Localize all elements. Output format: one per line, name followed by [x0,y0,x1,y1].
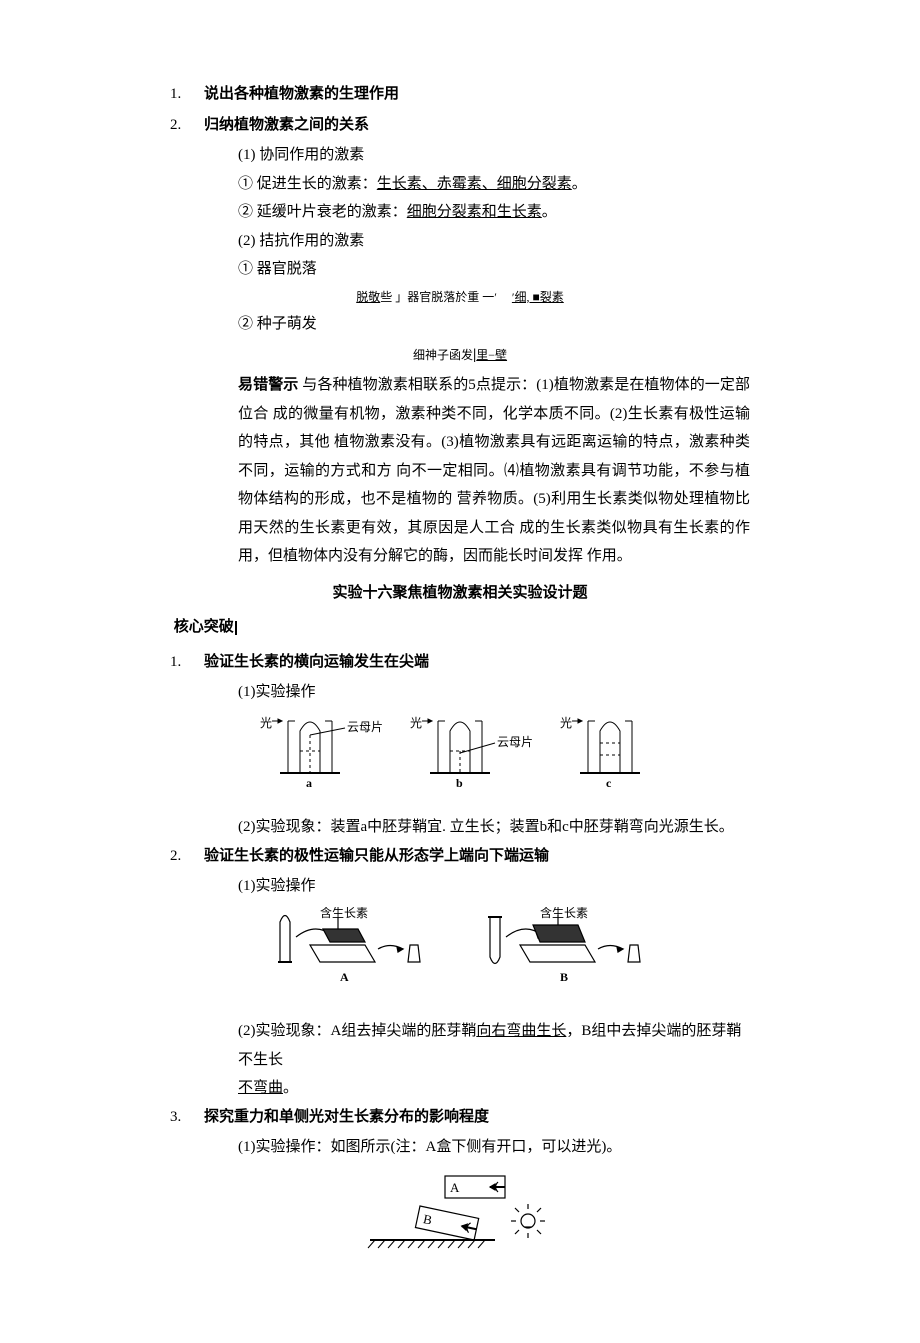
trail-1c: ′细, ■裂素 [512,290,564,304]
trail-1b: 些 」器官脱落於重 一′ [380,290,497,304]
trail-1: 脱敬些 」器官脱落於重 一′ ′细, ■裂素 [170,286,750,309]
item-2-text: 归纳植物激素之间的关系 [204,111,369,140]
item-1: 1. 说出各种植物激素的生理作用 [170,80,750,109]
warn-text: 与各种植物激素相联系的5点提示：(1)植物激素是在植物体的一定部位合 成的微量有… [238,377,750,564]
fig2-auxin-a: 含生长素 [320,907,368,920]
s2-res-u1: 向右弯曲生长 [476,1023,566,1039]
q2-p1b-underline: 细胞分裂素和生长素 [407,204,542,220]
fig3-A: A [450,1180,460,1195]
s2: 2. 验证生长素的极性运输只能从形态学上端向下端运输 [170,842,750,871]
item-2: 2. 归纳植物激素之间的关系 [170,111,750,140]
s2-res: (2)实验现象：A组去掉尖端的胚芽鞘向右弯曲生长，B组中去掉尖端的胚芽鞘不生长 … [238,1017,750,1103]
s1: 1. 验证生长素的横向运输发生在尖端 [170,648,750,677]
s2-head: 验证生长素的极性运输只能从形态学上端向下端运输 [204,842,549,871]
fig-c-label: c [606,776,612,790]
q2-p2b-label: ② [238,316,253,332]
core-text: 核心突破 [174,619,234,635]
q2-p1: (1) 协同作用的激素 [238,141,750,170]
fig-b-label: b [456,776,463,790]
q2-p2b: ② 种子萌发 [238,310,750,339]
q2-p2a-label: ① [238,261,253,277]
item-2-num: 2. [170,111,204,140]
s1-op: (1)实验操作 [238,678,750,707]
q2-p1b-tail: 。 [542,204,557,220]
q2-p1b: ② 延缓叶片衰老的激素：细胞分裂素和生长素。 [238,198,750,227]
q2-p2a-text: 器官脱落 [257,261,317,277]
fig-light-a: 光 [260,716,272,730]
q2-p1a: ① 促进生长的激素：生长素、赤霉素、细胞分裂素。 [238,170,750,199]
q2-p1a-tail: 。 [572,176,587,192]
q2-p2b-text: 种子萌发 [257,316,317,332]
q2-p1-label: (1) [238,147,256,163]
fig3-B: B [422,1211,434,1228]
s3-num: 3. [170,1103,204,1132]
q2-p1a-underline: 生长素、赤霉素、细胞分裂素 [377,176,572,192]
warn-block: 易错警示 与各种植物激素相联系的5点提示：(1)植物激素是在植物体的一定部位合 … [238,371,750,571]
s1-head: 验证生长素的横向运输发生在尖端 [204,648,429,677]
q2-p1b-label: ② [238,204,253,220]
s3-head: 探究重力和单侧光对生长素分布的影响程度 [204,1103,489,1132]
s1-figure: 光 云母片 a 光 云母片 b [170,713,750,804]
q2-p1-text: 协同作用的激素 [259,147,364,163]
trail-2: 细神子函发|里−壁 [170,341,750,370]
fig-a-label: a [306,776,312,790]
core-label: 核心突破 [170,613,750,642]
item-1-num: 1. [170,80,204,109]
s2-res-u2: 不弯曲 [238,1080,283,1096]
bar-icon [235,621,237,635]
trail-1a: 脱敬 [356,290,380,304]
trail-2a: 细神子函发 [413,348,473,362]
q2-p1b-lead: 延缓叶片衰老的激素： [257,204,407,220]
warn-label: 易错警示 [238,377,298,393]
s2-figure: 含生长素 A 含生长素 B [170,907,750,1008]
q2-p2-text: 拮抗作用的激素 [259,233,364,249]
q2-p2a: ① 器官脱落 [238,255,750,284]
s2-op: (1)实验操作 [238,872,750,901]
fig2-B: B [560,970,568,984]
s3-op: (1)实验操作：如图所示(注：A盒下侧有开口，可以进光)。 [238,1133,750,1162]
q2-p2: (2) 拮抗作用的激素 [238,227,750,256]
s2-num: 2. [170,842,204,871]
s2-res-c: 。 [283,1080,298,1096]
trail-2b: 里−壁 [476,348,507,362]
q2-p2-label: (2) [238,233,256,249]
s1-num: 1. [170,648,204,677]
s2-res-a: (2)实验现象：A组去掉尖端的胚芽鞘 [238,1023,476,1039]
q2-p1a-lead: 促进生长的激素： [257,176,377,192]
item-1-text: 说出各种植物激素的生理作用 [204,80,399,109]
s3: 3. 探究重力和单侧光对生长素分布的影响程度 [170,1103,750,1132]
fig-mica-a: 云母片 [347,720,383,734]
q2-p1a-label: ① [238,176,253,192]
fig-mica-b: 云母片 [497,735,533,749]
fig2-auxin-b: 含生长素 [540,907,588,920]
title-16: 实验十六聚焦植物激素相关实验设计题 [170,579,750,608]
fig2-A: A [340,970,349,984]
s1-res: (2)实验现象：装置a中胚芽鞘宜. 立生长；装置b和c中胚芽鞘弯向光源生长。 [238,813,750,842]
fig-light-b: 光 [410,716,422,730]
s3-figure: A B [170,1168,750,1274]
fig-light-c: 光 [560,716,572,730]
